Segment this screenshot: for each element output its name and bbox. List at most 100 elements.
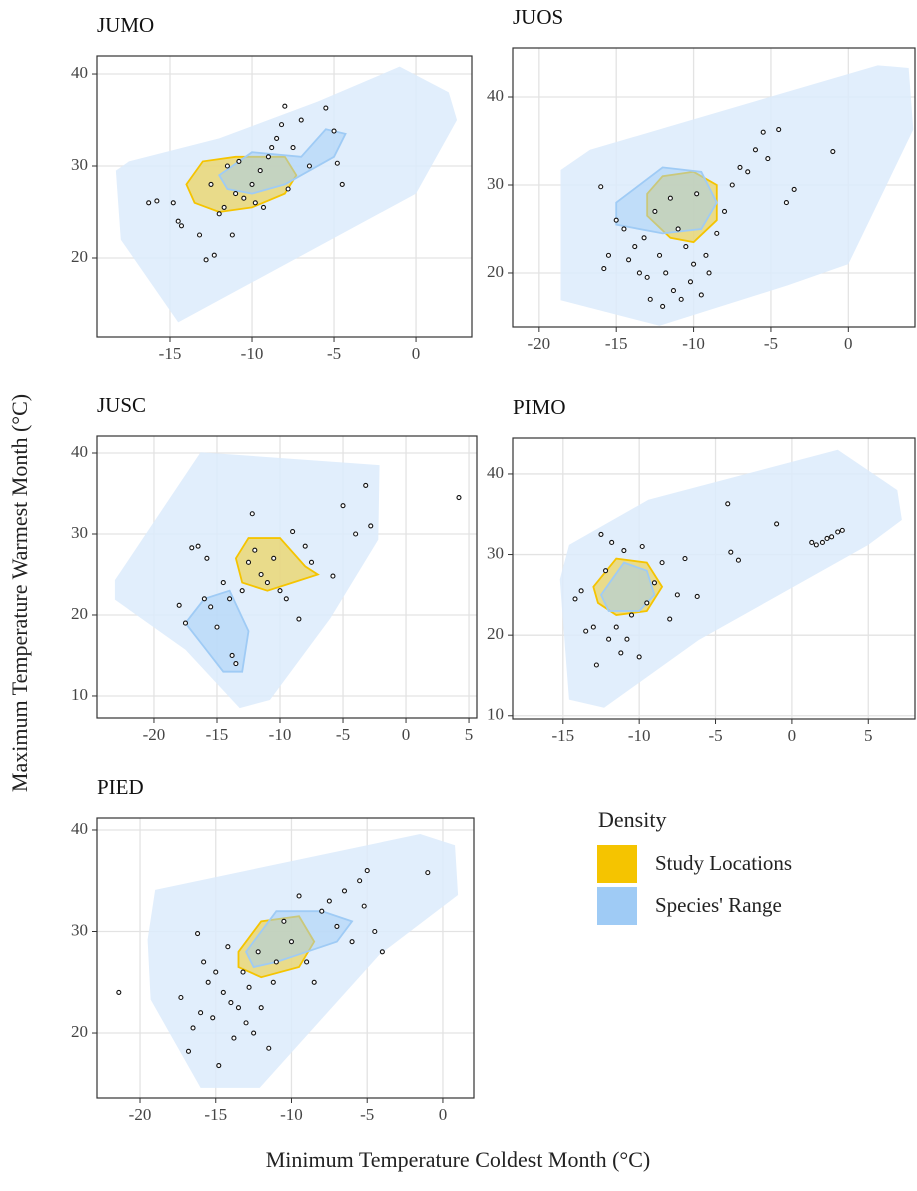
plot-border bbox=[512, 47, 916, 328]
point bbox=[255, 949, 261, 955]
range-density bbox=[184, 589, 250, 673]
legend-swatch bbox=[597, 887, 637, 925]
point bbox=[224, 163, 230, 169]
point bbox=[326, 898, 332, 904]
point bbox=[265, 154, 271, 160]
plot-border bbox=[512, 437, 916, 720]
point bbox=[306, 163, 312, 169]
x-tick-label: -20 bbox=[143, 725, 166, 744]
point bbox=[220, 580, 226, 586]
y-tick-label: 30 bbox=[71, 920, 88, 939]
point bbox=[195, 543, 201, 549]
point bbox=[239, 588, 245, 594]
point bbox=[236, 158, 242, 164]
point bbox=[598, 184, 604, 190]
y-axis-title: Maximum Temperature Warmest Month (°C) bbox=[7, 394, 32, 792]
point bbox=[682, 556, 688, 562]
point bbox=[714, 230, 720, 236]
point bbox=[703, 252, 709, 258]
point bbox=[590, 624, 596, 630]
plot-border bbox=[96, 55, 473, 338]
point bbox=[698, 292, 704, 298]
point bbox=[606, 636, 612, 642]
x-tick-label: -20 bbox=[528, 334, 551, 353]
point bbox=[678, 296, 684, 302]
point bbox=[456, 495, 462, 501]
point bbox=[208, 181, 214, 187]
point bbox=[201, 596, 207, 602]
point bbox=[783, 200, 789, 206]
y-tick-label: 40 bbox=[487, 86, 504, 105]
point bbox=[205, 979, 211, 985]
point bbox=[624, 636, 630, 642]
x-tick-label: -5 bbox=[336, 725, 350, 744]
point bbox=[632, 244, 638, 250]
point bbox=[203, 257, 209, 263]
y-tick-label: 40 bbox=[71, 442, 88, 461]
point bbox=[258, 1005, 264, 1011]
point bbox=[273, 959, 279, 965]
point bbox=[598, 531, 604, 537]
plot-layer bbox=[116, 834, 459, 1088]
point bbox=[372, 928, 378, 935]
point bbox=[583, 628, 589, 634]
point bbox=[339, 181, 345, 187]
legend-swatch bbox=[597, 845, 637, 883]
point bbox=[683, 244, 689, 250]
range-hull bbox=[560, 65, 914, 326]
point bbox=[647, 296, 653, 302]
x-tick-label: -15 bbox=[159, 344, 182, 363]
point bbox=[618, 650, 624, 656]
panel-title: PIMO bbox=[513, 395, 566, 419]
point bbox=[208, 604, 214, 610]
point bbox=[260, 204, 267, 210]
plot-border bbox=[96, 435, 478, 719]
point bbox=[176, 602, 182, 608]
point bbox=[368, 523, 374, 529]
point bbox=[285, 186, 291, 192]
point bbox=[687, 279, 694, 285]
y-tick-label: 20 bbox=[71, 604, 88, 623]
point bbox=[178, 994, 184, 1001]
point bbox=[178, 223, 185, 229]
point bbox=[819, 539, 825, 546]
point bbox=[735, 557, 741, 563]
point bbox=[425, 870, 431, 876]
point bbox=[116, 989, 122, 995]
point bbox=[198, 1010, 204, 1016]
point bbox=[601, 266, 607, 272]
point bbox=[233, 191, 239, 197]
plot-layer bbox=[559, 449, 902, 708]
x-tick-label: -5 bbox=[764, 334, 778, 353]
point bbox=[609, 539, 615, 546]
point bbox=[340, 503, 346, 509]
point bbox=[737, 164, 743, 170]
point bbox=[235, 1005, 242, 1011]
point bbox=[270, 979, 276, 985]
x-tick-label: -10 bbox=[682, 334, 705, 353]
point bbox=[674, 592, 680, 598]
point bbox=[282, 103, 288, 109]
point bbox=[706, 270, 712, 276]
point bbox=[728, 549, 734, 555]
y-tick-label: 10 bbox=[71, 685, 88, 704]
point bbox=[229, 652, 235, 659]
y-tick-label: 20 bbox=[71, 1022, 88, 1041]
point bbox=[195, 930, 201, 937]
point bbox=[605, 252, 612, 258]
point bbox=[216, 211, 222, 217]
point bbox=[824, 535, 830, 541]
point bbox=[745, 169, 751, 175]
point bbox=[170, 200, 176, 206]
range-density bbox=[615, 166, 718, 235]
point bbox=[353, 531, 359, 537]
point bbox=[204, 555, 210, 561]
point bbox=[296, 893, 302, 899]
point bbox=[278, 122, 285, 128]
y-tick-label: 20 bbox=[487, 624, 504, 643]
x-tick-label: 5 bbox=[465, 725, 474, 744]
point bbox=[791, 186, 797, 192]
y-tick-label: 40 bbox=[487, 463, 504, 482]
point bbox=[379, 949, 385, 955]
